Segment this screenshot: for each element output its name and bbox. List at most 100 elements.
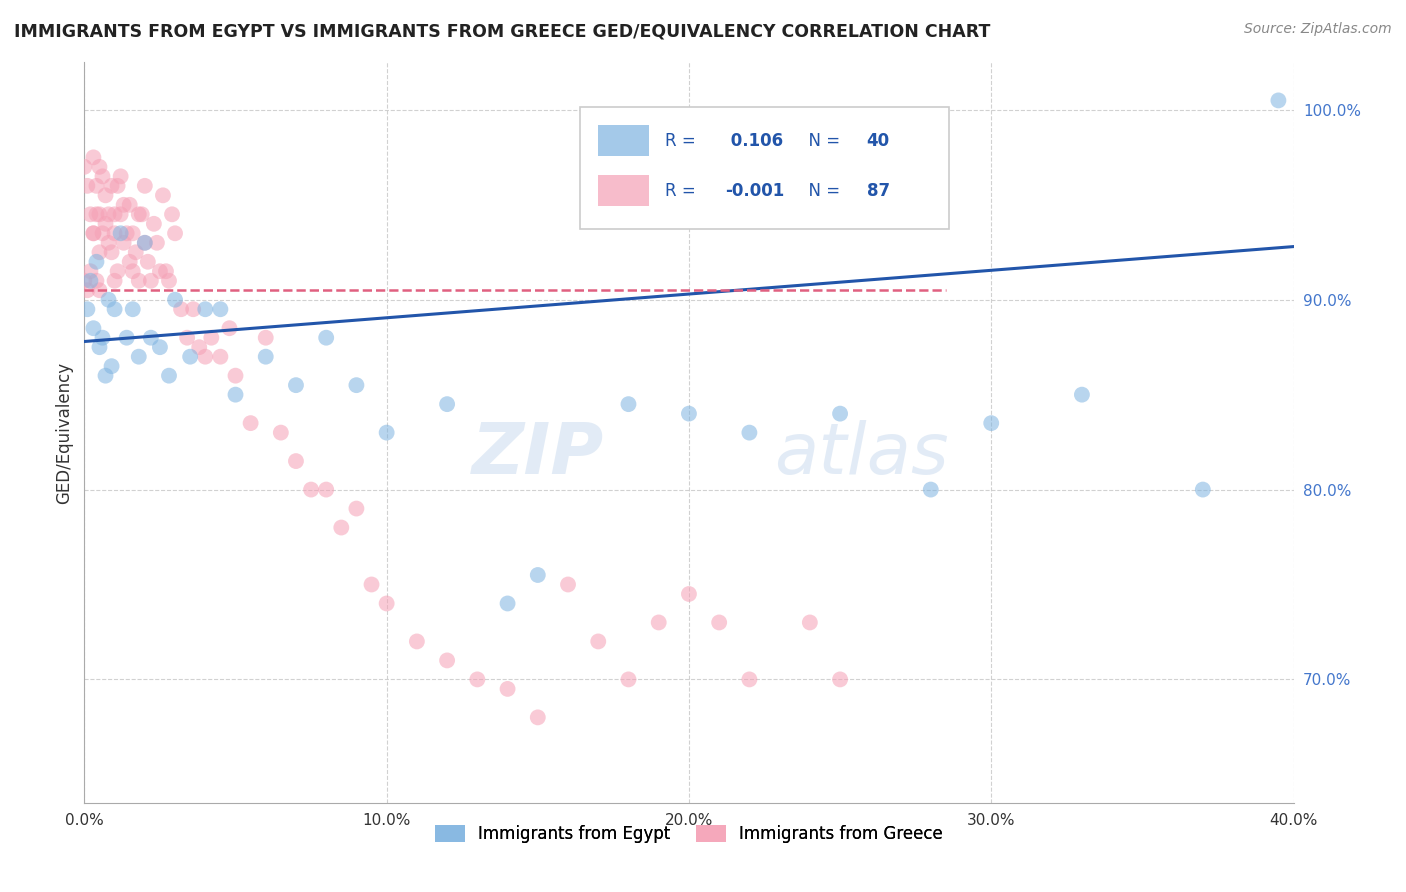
Point [1192, 483, 1215, 497]
Point [76, 178, 98, 193]
Point [225, 387, 247, 401]
Point [830, 673, 852, 687]
Y-axis label: GED/Equivalency: GED/Equivalency [55, 361, 73, 504]
Point [86, 178, 108, 193]
Point [617, 673, 640, 687]
FancyBboxPatch shape [599, 126, 650, 156]
Point [107, 264, 129, 278]
Point [128, 350, 150, 364]
Point [110, 227, 132, 241]
Point [97, 207, 120, 221]
Point [557, 577, 579, 591]
Point [346, 378, 368, 392]
Point [678, 407, 700, 421]
Point [104, 227, 127, 241]
Point [375, 597, 398, 611]
Point [738, 425, 761, 440]
Point [709, 615, 731, 630]
Point [920, 483, 942, 497]
Text: -0.001: -0.001 [725, 182, 785, 200]
Text: ZIP: ZIP [472, 420, 605, 490]
Point [94, 217, 117, 231]
Point [209, 302, 232, 317]
Point [527, 710, 550, 724]
Point [436, 397, 458, 411]
Point [617, 397, 640, 411]
Point [73, 160, 96, 174]
Point [799, 615, 821, 630]
Text: N =: N = [797, 132, 845, 150]
Point [82, 321, 104, 335]
Point [315, 483, 337, 497]
Text: 0.106: 0.106 [725, 132, 783, 150]
Point [121, 227, 143, 241]
Point [97, 235, 120, 250]
Point [79, 264, 101, 278]
Point [94, 368, 117, 383]
Point [146, 235, 169, 250]
Point [89, 245, 111, 260]
Point [118, 198, 141, 212]
Point [467, 673, 489, 687]
Point [170, 302, 193, 317]
Point [152, 188, 174, 202]
Point [155, 264, 177, 278]
Point [139, 274, 162, 288]
Point [188, 340, 211, 354]
Point [86, 207, 108, 221]
Point [738, 673, 761, 687]
Text: R =: R = [665, 182, 700, 200]
Point [136, 254, 159, 268]
Point [128, 207, 150, 221]
Point [496, 597, 519, 611]
Point [375, 425, 398, 440]
Point [131, 207, 153, 221]
Point [94, 188, 117, 202]
Point [179, 350, 201, 364]
Point [980, 416, 1002, 430]
Point [678, 587, 700, 601]
Point [104, 207, 127, 221]
Point [181, 302, 204, 317]
Point [194, 350, 217, 364]
Text: 87: 87 [866, 182, 890, 200]
Point [299, 483, 322, 497]
Point [330, 520, 353, 534]
Point [218, 321, 240, 335]
Point [104, 302, 127, 317]
Point [1267, 94, 1289, 108]
Legend: Immigrants from Egypt, Immigrants from Greece: Immigrants from Egypt, Immigrants from G… [429, 819, 949, 850]
Point [209, 350, 232, 364]
Point [149, 264, 172, 278]
Point [1071, 387, 1094, 401]
Point [115, 331, 138, 345]
Point [100, 245, 122, 260]
Point [360, 577, 382, 591]
Point [89, 283, 111, 297]
Text: 40: 40 [866, 132, 890, 150]
Point [121, 264, 143, 278]
Point [79, 274, 101, 288]
Point [107, 178, 129, 193]
Point [225, 368, 247, 383]
Point [527, 568, 550, 582]
Point [125, 245, 148, 260]
Point [830, 407, 852, 421]
Point [76, 302, 98, 317]
Point [89, 340, 111, 354]
Point [73, 274, 96, 288]
Point [346, 501, 368, 516]
Point [588, 634, 610, 648]
Point [285, 378, 308, 392]
FancyBboxPatch shape [599, 175, 650, 206]
Point [254, 350, 277, 364]
Point [76, 283, 98, 297]
Point [315, 331, 337, 345]
Point [86, 254, 108, 268]
Text: R =: R = [665, 132, 700, 150]
Point [89, 160, 111, 174]
Point [142, 217, 165, 231]
Point [200, 331, 222, 345]
Text: IMMIGRANTS FROM EGYPT VS IMMIGRANTS FROM GREECE GED/EQUIVALENCY CORRELATION CHAR: IMMIGRANTS FROM EGYPT VS IMMIGRANTS FROM… [14, 22, 990, 40]
Point [79, 207, 101, 221]
